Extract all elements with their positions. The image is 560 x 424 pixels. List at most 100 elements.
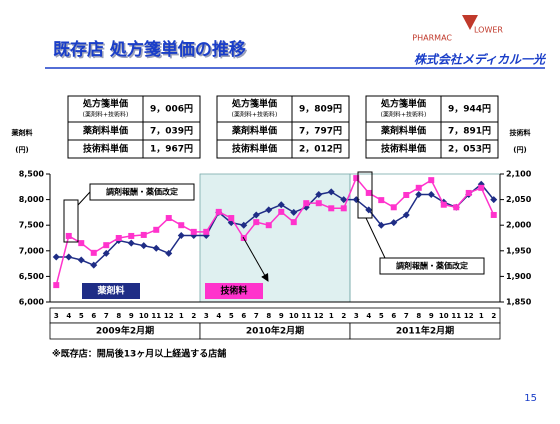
x-tick-label: 8 xyxy=(416,312,421,320)
x-tick-label: 1 xyxy=(479,312,484,320)
point xyxy=(265,222,272,229)
company: 株式会社メディカル一光 xyxy=(414,53,547,67)
logo-left: PHARMAC xyxy=(412,34,452,43)
point xyxy=(215,208,222,215)
x-tick-label: 12 xyxy=(314,312,324,320)
x-tick-label: 7 xyxy=(254,312,259,320)
row-value: 7，891円 xyxy=(448,126,491,137)
y-tick-label: 8,500 xyxy=(19,170,45,179)
point xyxy=(340,196,348,204)
group-label: 2010年2月期 xyxy=(246,325,304,337)
y2-tick-label: 1,850 xyxy=(506,298,532,307)
row-value: 2，053円 xyxy=(448,144,491,155)
point xyxy=(290,208,298,216)
chart: 6,000 6,500 7,000 7,500 8,000 8,500 1,850 1,900… xyxy=(19,170,532,340)
point xyxy=(265,206,273,214)
y-tick-label: 7,000 xyxy=(19,246,45,255)
point xyxy=(315,200,322,207)
point xyxy=(428,177,435,184)
y-tick-label: 7,500 xyxy=(19,221,45,230)
point xyxy=(478,184,485,191)
point xyxy=(415,184,422,191)
point xyxy=(252,211,260,219)
row-label: 技術料単価 xyxy=(83,143,128,155)
x-tick-label: 11 xyxy=(301,312,311,320)
point xyxy=(365,206,373,214)
x-tick-label: 9 xyxy=(279,312,284,320)
table-cell xyxy=(216,95,293,123)
y-axis-label: 薬剤料 xyxy=(11,128,33,137)
x-tick-label: 12 xyxy=(164,312,174,320)
y2-tick-label: 2,050 xyxy=(506,195,532,204)
point xyxy=(77,256,85,264)
y-tick-label: 6,500 xyxy=(19,272,45,281)
point xyxy=(402,211,410,219)
point xyxy=(465,189,472,196)
x-tick-label: 3 xyxy=(204,312,209,320)
point xyxy=(490,196,498,204)
row-value: 2，012円 xyxy=(299,144,342,155)
row-value: 7，039円 xyxy=(150,126,193,137)
row-label: 技術料単価 xyxy=(232,143,277,155)
row-label: 薬剤料単価 xyxy=(232,125,277,137)
row-label: 技術料単価 xyxy=(381,143,426,155)
point xyxy=(53,282,60,289)
title: 既存店 処方箋単価の推移 xyxy=(53,39,246,60)
row-label: 処方箋単価 xyxy=(82,98,128,110)
x-tick-label: 6 xyxy=(91,312,96,320)
y-tick-label: 8,000 xyxy=(19,195,45,204)
x-tick-label: 1 xyxy=(329,312,334,320)
point xyxy=(152,244,160,252)
row-value: 1，967円 xyxy=(150,144,193,155)
x-tick-label: 5 xyxy=(229,312,234,320)
logo-right: LOWER xyxy=(474,26,503,35)
point xyxy=(328,205,335,212)
point xyxy=(377,221,385,229)
point xyxy=(415,190,423,198)
table-cell xyxy=(291,139,350,159)
point xyxy=(165,249,173,257)
table-cell xyxy=(142,139,201,159)
row-label: 薬剤料単価 xyxy=(381,125,426,137)
point xyxy=(240,221,248,229)
table-cell xyxy=(440,139,499,159)
series-label: 薬剤料 xyxy=(97,285,124,297)
point xyxy=(177,231,185,239)
x-tick-label: 5 xyxy=(79,312,84,320)
group-label: 2009年2月期 xyxy=(96,325,154,337)
x-tick-label: 8 xyxy=(116,312,121,320)
point xyxy=(190,228,197,235)
point xyxy=(52,253,60,261)
x-tick-label: 8 xyxy=(266,312,271,320)
x-tick-label: 4 xyxy=(66,312,71,320)
point xyxy=(278,208,285,215)
x-tick-label: 2 xyxy=(491,312,496,320)
x-tick-label: 10 xyxy=(139,312,149,320)
row-sublabel: (薬剤料+技術料) xyxy=(83,111,129,119)
point xyxy=(65,232,72,239)
point xyxy=(65,253,73,261)
row-label: 薬剤料単価 xyxy=(83,125,128,137)
point xyxy=(115,235,122,241)
point xyxy=(327,188,335,196)
point xyxy=(128,232,135,239)
annotation-leader xyxy=(77,191,91,206)
y-axis-unit: (円) xyxy=(15,146,28,154)
x-tick-label: 11 xyxy=(151,312,161,320)
row-label: 処方箋単価 xyxy=(231,98,277,110)
table-cell xyxy=(142,95,201,123)
point xyxy=(353,175,360,182)
point xyxy=(490,211,497,218)
table-cell xyxy=(67,95,144,123)
arrow xyxy=(242,236,269,282)
point xyxy=(203,228,210,235)
row-value: 9，944円 xyxy=(448,104,491,115)
y2-tick-label: 1,900 xyxy=(506,272,532,281)
point xyxy=(165,215,172,222)
series-label-box xyxy=(82,283,140,299)
point xyxy=(440,201,447,208)
x-tick-label: 1 xyxy=(179,312,184,320)
group-cell xyxy=(349,322,501,340)
point xyxy=(90,249,97,256)
